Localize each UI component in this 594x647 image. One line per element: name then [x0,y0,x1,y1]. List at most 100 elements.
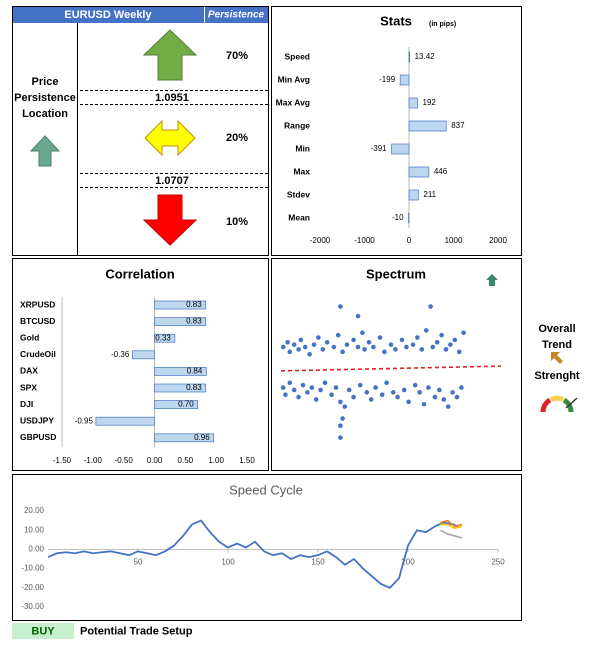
chart-title: Stats [380,13,412,28]
value-label: 837 [451,121,465,130]
value-label: 446 [434,167,448,176]
bar [154,300,207,310]
value-label: -0.36 [111,350,130,359]
persistence-panel [12,6,269,256]
value-label: 0.83 [186,300,202,309]
point [344,342,350,347]
point [388,342,394,347]
point [362,347,367,352]
bar [408,120,447,132]
point [364,390,370,395]
signal: BUY [31,625,55,637]
point [320,347,326,352]
x-tick-label: -1.50 [53,456,72,465]
location-arrow [29,135,61,167]
point [287,349,293,355]
trend-icon [551,352,563,364]
value-label: 0.83 [186,383,202,392]
point [415,335,420,340]
down-arrow [142,194,198,246]
up-percent: 70% [226,50,248,62]
value-label: 0.83 [186,317,202,326]
bar [154,333,176,343]
gauge-yellow [549,395,565,402]
range-arrow [144,119,196,157]
point [305,390,310,395]
category-label: Max Avg [276,97,310,107]
x-tick-label: 2000 [489,236,507,245]
strength-label: Strenght [534,370,580,382]
point [423,328,429,333]
point [430,344,436,350]
setup-label: Potential Trade Setup [80,625,193,637]
category-label: Max [293,166,310,176]
bar [408,189,419,201]
point [434,339,440,345]
value-label: 0.96 [194,433,210,442]
persistence-header: Persistence [208,10,265,21]
point [448,342,453,347]
point [393,347,398,352]
category-label: BTCUSD [20,316,55,326]
point [346,387,352,393]
x-tick-label: 0 [407,236,412,245]
point [280,344,286,350]
point [368,397,374,402]
value-label: 211 [423,190,436,199]
category-label: SPX [20,382,37,392]
bar [154,317,207,326]
strength-gauge [540,395,578,413]
bar [154,367,207,376]
value-label: 192 [423,98,437,107]
point [406,399,411,405]
point [404,344,409,350]
bar [154,400,199,409]
point [379,392,385,398]
x-tick-label: 50 [134,558,143,567]
point [452,337,458,343]
bar [391,143,410,155]
point [426,385,431,390]
category-label: Min Avg [278,74,310,84]
point [351,394,356,400]
level-lines [80,90,268,188]
bar [399,74,410,86]
point [300,382,306,388]
point [421,401,427,407]
bar [131,350,155,360]
value-label: 0.70 [178,400,194,409]
point [373,385,378,390]
point [395,394,400,400]
category-label: Min [295,143,310,153]
point [441,397,447,402]
point [439,332,444,338]
correlation-panel [12,258,269,471]
bar [154,383,207,393]
spectrum-panel [271,258,522,471]
spectrum-icon [486,274,498,286]
category-label: USDJPY [20,415,54,425]
point [296,347,301,352]
point [461,330,466,336]
point [437,387,442,393]
value-label: -391 [371,144,388,153]
series-line [440,529,463,539]
value-label: -10 [392,213,404,222]
value-label: 13.42 [415,52,436,61]
y-tick-label: -20.00 [21,583,44,592]
bar [408,97,418,109]
point [432,394,438,400]
point [355,344,361,350]
x-tick-label: 1.00 [208,456,224,465]
point [384,380,389,386]
x-tick-label: 100 [221,558,235,567]
x-tick-label: 1.50 [239,456,255,465]
category-label: Gold [20,332,39,342]
point [298,337,304,343]
stats-panel [271,6,522,256]
value-label: -199 [379,75,396,84]
y-tick-label: -30.00 [21,602,44,611]
point [313,397,319,402]
value-label: 0.33 [155,333,171,342]
